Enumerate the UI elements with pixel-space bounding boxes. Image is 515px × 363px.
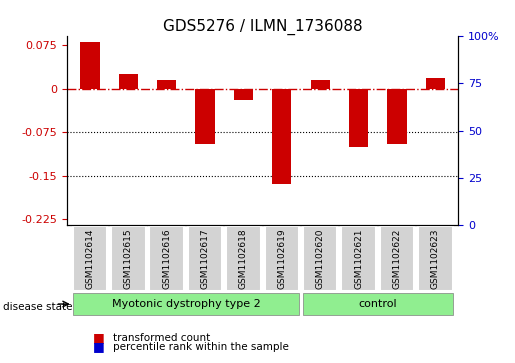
Text: GSM1102618: GSM1102618: [239, 228, 248, 289]
FancyBboxPatch shape: [418, 227, 453, 291]
Bar: [311, 80, 330, 89]
Bar: [196, 89, 215, 144]
Text: GSM1102615: GSM1102615: [124, 228, 133, 289]
Text: percentile rank within the sample: percentile rank within the sample: [113, 342, 289, 352]
Text: GSM1102621: GSM1102621: [354, 228, 363, 289]
FancyBboxPatch shape: [341, 227, 376, 291]
FancyBboxPatch shape: [149, 227, 184, 291]
FancyBboxPatch shape: [380, 227, 414, 291]
Text: GSM1102617: GSM1102617: [200, 228, 210, 289]
Bar: [387, 89, 406, 144]
Text: GSM1102619: GSM1102619: [278, 228, 286, 289]
Bar: [157, 80, 176, 89]
Bar: [272, 89, 291, 184]
FancyBboxPatch shape: [73, 293, 299, 315]
Text: Myotonic dystrophy type 2: Myotonic dystrophy type 2: [112, 299, 260, 309]
Bar: [426, 78, 445, 89]
Text: GSM1102623: GSM1102623: [431, 228, 440, 289]
Text: control: control: [358, 299, 397, 309]
Bar: [349, 89, 368, 147]
Text: disease state: disease state: [3, 302, 72, 312]
Text: GSM1102614: GSM1102614: [85, 228, 94, 289]
FancyBboxPatch shape: [111, 227, 146, 291]
Text: GSM1102622: GSM1102622: [392, 228, 402, 289]
FancyBboxPatch shape: [188, 227, 222, 291]
Bar: [119, 74, 138, 89]
FancyBboxPatch shape: [303, 227, 337, 291]
Text: GSM1102616: GSM1102616: [162, 228, 171, 289]
Bar: [234, 89, 253, 100]
Text: transformed count: transformed count: [113, 333, 211, 343]
Text: ■: ■: [93, 340, 105, 353]
Text: ■: ■: [93, 331, 105, 344]
FancyBboxPatch shape: [73, 227, 107, 291]
FancyBboxPatch shape: [265, 227, 299, 291]
Text: GSM1102620: GSM1102620: [316, 228, 325, 289]
FancyBboxPatch shape: [226, 227, 261, 291]
Title: GDS5276 / ILMN_1736088: GDS5276 / ILMN_1736088: [163, 19, 363, 35]
Bar: [80, 42, 99, 89]
FancyBboxPatch shape: [303, 293, 453, 315]
